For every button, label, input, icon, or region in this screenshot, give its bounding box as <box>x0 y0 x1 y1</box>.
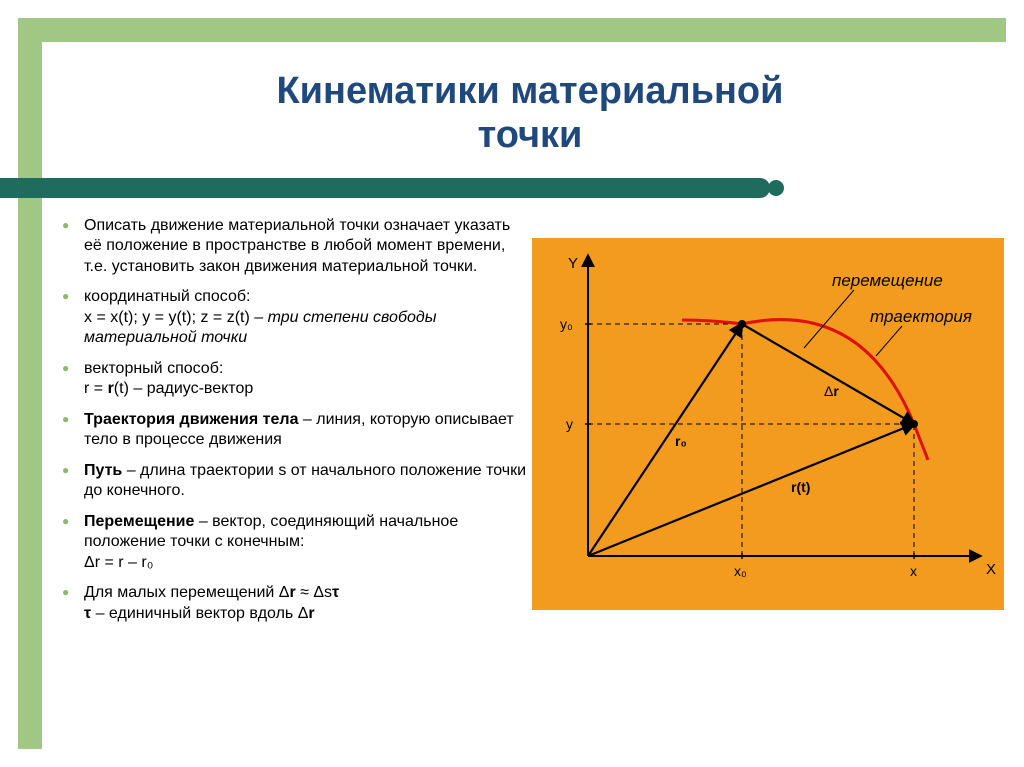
title-line-2: точки <box>478 114 583 156</box>
bullet-7-line2b: – единичный вектор вдоль Δ <box>91 605 308 622</box>
bullet-3-formula-a: r = <box>84 380 108 397</box>
diagram-svg: Y Xx₀ x y₀ y r₀ r(t) Δr перемещение траектория <box>532 238 1004 610</box>
bullet-3-lead: векторный способ: <box>84 360 223 377</box>
bullet-5-rest: – длина траектории s от начального полож… <box>84 462 526 499</box>
bullet-2-lead: координатный способ: <box>84 288 250 305</box>
bullet-4-bold: Траектория движения тела <box>84 411 298 428</box>
bullet-4: Траектория движения тела – линия, котору… <box>58 410 528 451</box>
bullet-3-formula-c: (t) – радиус-вектор <box>114 380 253 397</box>
bullet-6-bold: Перемещение <box>84 513 194 530</box>
bullet-7-d: τ <box>332 584 339 601</box>
slide-title: Кинематики материальной точки <box>150 70 910 157</box>
body-text: Описать движение материальной точки озна… <box>58 216 528 634</box>
bullet-3: векторный способ: r = r(t) – радиус-вект… <box>58 359 528 400</box>
svg-text:Δr: Δr <box>824 383 839 399</box>
title-line-1: Кинематики материальной <box>276 70 783 112</box>
svg-text:траектория: траектория <box>870 307 972 326</box>
slide: Кинематики материальной точки Описать дв… <box>0 0 1024 767</box>
bullet-7: Для малых перемещений Δr ≈ Δsτ τ – едини… <box>58 583 528 624</box>
bullet-1: Описать движение материальной точки озна… <box>58 216 528 277</box>
bullet-5-bold: Путь <box>84 462 122 479</box>
bullet-5: Путь – длина траектории s от начального … <box>58 461 528 502</box>
kinematics-diagram: Y Xx₀ x y₀ y r₀ r(t) Δr перемещение траектория <box>532 238 1004 610</box>
svg-text:Y: Y <box>568 255 578 272</box>
bullet-1-text: Описать движение материальной точки озна… <box>84 217 510 275</box>
bullet-7-a: Для малых перемещений Δ <box>84 584 289 601</box>
bullet-2: координатный способ: x = x(t); y = y(t);… <box>58 287 528 348</box>
bullet-6-formula: Δr = r – r₀ <box>84 554 153 571</box>
svg-text:r(t): r(t) <box>791 479 810 495</box>
accent-bar <box>0 178 770 198</box>
svg-text:y: y <box>566 416 573 432</box>
svg-text:x: x <box>910 563 917 579</box>
svg-text:x₀: x₀ <box>734 563 747 579</box>
bullet-7-line2c: r <box>308 605 314 622</box>
bullet-7-c: ≈ Δs <box>296 584 332 601</box>
svg-text:r₀: r₀ <box>675 433 687 449</box>
svg-text:y₀: y₀ <box>560 316 573 332</box>
bullet-6: Перемещение – вектор, соединяющий началь… <box>58 512 528 573</box>
svg-text:перемещение: перемещение <box>832 271 943 290</box>
svg-text:X: X <box>986 561 996 578</box>
bullet-2-formula: x = x(t); y = y(t); z = z(t) – <box>84 309 268 326</box>
